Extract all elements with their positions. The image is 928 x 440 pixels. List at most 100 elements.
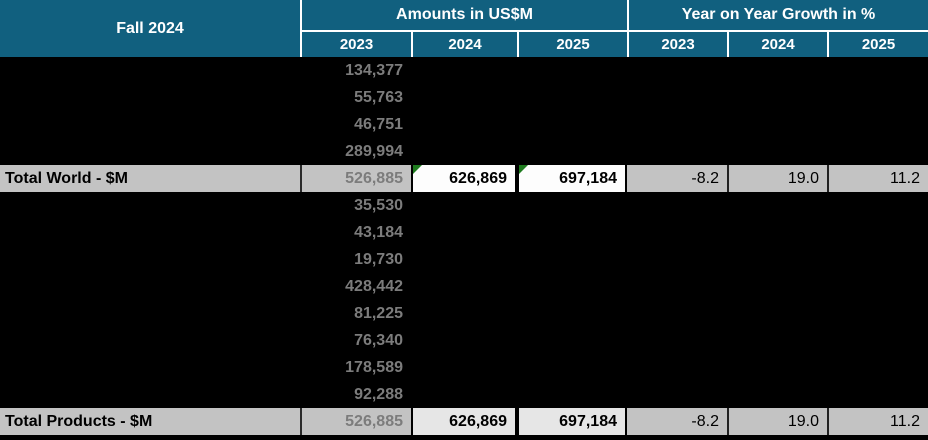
value-cell-a2024[interactable] — [411, 57, 517, 84]
row-label-cell[interactable]: Total Products - $M — [0, 408, 300, 435]
value-cell-a2024[interactable]: 626,869 — [411, 408, 517, 435]
value-cell-g2024[interactable] — [727, 300, 827, 327]
header-year-amounts-2025[interactable]: 2025 — [517, 30, 627, 57]
value-cell-a2025[interactable] — [517, 138, 627, 165]
value-cell-a2025[interactable] — [517, 57, 627, 84]
row-label-cell[interactable] — [0, 327, 300, 354]
header-year-growth-2023[interactable]: 2023 — [627, 30, 727, 57]
row-label-cell[interactable] — [0, 57, 300, 84]
value-cell-g2023[interactable] — [627, 138, 727, 165]
value-cell-a2025[interactable]: 697,184 — [517, 408, 627, 435]
value-cell-g2025[interactable] — [827, 327, 928, 354]
value-cell-g2024[interactable] — [727, 111, 827, 138]
value-cell-g2025[interactable] — [827, 354, 928, 381]
value-cell-g2025[interactable] — [827, 273, 928, 300]
value-cell-g2024[interactable] — [727, 273, 827, 300]
header-group-amounts[interactable]: Amounts in US$M — [300, 0, 627, 30]
value-cell-a2023[interactable]: 526,885 — [300, 165, 411, 192]
row-label-cell[interactable] — [0, 192, 300, 219]
value-cell-a2024[interactable] — [411, 246, 517, 273]
value-cell-g2023[interactable] — [627, 381, 727, 408]
value-cell-g2023[interactable] — [627, 84, 727, 111]
value-cell-a2025[interactable] — [517, 327, 627, 354]
value-cell-g2024[interactable] — [727, 354, 827, 381]
value-cell-g2023[interactable]: -8.2 — [627, 408, 727, 435]
header-corner-cell[interactable]: Fall 2024 — [0, 0, 300, 57]
row-label-cell[interactable] — [0, 219, 300, 246]
value-cell-g2023[interactable]: -8.2 — [627, 165, 727, 192]
value-cell-g2024[interactable] — [727, 192, 827, 219]
value-cell-g2023[interactable] — [627, 57, 727, 84]
value-cell-g2025[interactable] — [827, 219, 928, 246]
row-label-cell[interactable] — [0, 246, 300, 273]
value-cell-a2025[interactable] — [517, 84, 627, 111]
value-cell-g2023[interactable] — [627, 219, 727, 246]
value-cell-g2025[interactable] — [827, 381, 928, 408]
row-label-cell[interactable] — [0, 381, 300, 408]
value-cell-g2023[interactable] — [627, 111, 727, 138]
value-cell-g2025[interactable] — [827, 57, 928, 84]
value-cell-a2023[interactable]: 81,225 — [300, 300, 411, 327]
value-cell-a2024[interactable]: 626,869 — [411, 165, 517, 192]
row-label-cell[interactable] — [0, 300, 300, 327]
row-label-cell[interactable] — [0, 84, 300, 111]
header-year-amounts-2023[interactable]: 2023 — [300, 30, 411, 57]
value-cell-a2023[interactable]: 76,340 — [300, 327, 411, 354]
header-year-amounts-2024[interactable]: 2024 — [411, 30, 517, 57]
value-cell-a2025[interactable]: 697,184 — [517, 165, 627, 192]
value-cell-a2023[interactable]: 134,377 — [300, 57, 411, 84]
value-cell-g2025[interactable] — [827, 246, 928, 273]
value-cell-g2024[interactable]: 19.0 — [727, 165, 827, 192]
row-label-cell[interactable]: Total World - $M — [0, 165, 300, 192]
value-cell-a2023[interactable]: 92,288 — [300, 381, 411, 408]
value-cell-a2024[interactable] — [411, 381, 517, 408]
value-cell-g2025[interactable] — [827, 192, 928, 219]
value-cell-a2023[interactable]: 55,763 — [300, 84, 411, 111]
value-cell-g2024[interactable] — [727, 138, 827, 165]
value-cell-g2024[interactable]: 19.0 — [727, 408, 827, 435]
value-cell-a2024[interactable] — [411, 138, 517, 165]
value-cell-g2024[interactable] — [727, 57, 827, 84]
value-cell-a2023[interactable]: 289,994 — [300, 138, 411, 165]
value-cell-g2023[interactable] — [627, 192, 727, 219]
header-year-growth-2025[interactable]: 2025 — [827, 30, 928, 57]
value-cell-g2023[interactable] — [627, 327, 727, 354]
value-cell-a2024[interactable] — [411, 300, 517, 327]
value-cell-a2024[interactable] — [411, 192, 517, 219]
value-cell-g2023[interactable] — [627, 300, 727, 327]
value-cell-g2023[interactable] — [627, 354, 727, 381]
value-cell-a2025[interactable] — [517, 273, 627, 300]
row-label-cell[interactable] — [0, 273, 300, 300]
header-year-growth-2024[interactable]: 2024 — [727, 30, 827, 57]
value-cell-a2023[interactable]: 46,751 — [300, 111, 411, 138]
value-cell-a2024[interactable] — [411, 327, 517, 354]
value-cell-g2023[interactable] — [627, 273, 727, 300]
value-cell-g2025[interactable]: 11.2 — [827, 408, 928, 435]
header-group-growth[interactable]: Year on Year Growth in % — [627, 0, 928, 30]
value-cell-a2025[interactable] — [517, 111, 627, 138]
value-cell-a2025[interactable] — [517, 246, 627, 273]
value-cell-g2024[interactable] — [727, 327, 827, 354]
value-cell-a2023[interactable]: 178,589 — [300, 354, 411, 381]
value-cell-g2025[interactable]: 11.2 — [827, 165, 928, 192]
value-cell-g2024[interactable] — [727, 246, 827, 273]
value-cell-g2025[interactable] — [827, 84, 928, 111]
value-cell-a2024[interactable] — [411, 84, 517, 111]
value-cell-a2023[interactable]: 19,730 — [300, 246, 411, 273]
value-cell-a2024[interactable] — [411, 273, 517, 300]
value-cell-a2023[interactable]: 35,530 — [300, 192, 411, 219]
value-cell-g2025[interactable] — [827, 138, 928, 165]
value-cell-g2025[interactable] — [827, 111, 928, 138]
value-cell-a2025[interactable] — [517, 192, 627, 219]
value-cell-a2025[interactable] — [517, 300, 627, 327]
value-cell-a2023[interactable]: 428,442 — [300, 273, 411, 300]
row-label-cell[interactable] — [0, 354, 300, 381]
value-cell-a2024[interactable] — [411, 219, 517, 246]
value-cell-a2025[interactable] — [517, 354, 627, 381]
row-label-cell[interactable] — [0, 138, 300, 165]
value-cell-a2023[interactable]: 526,885 — [300, 408, 411, 435]
row-label-cell[interactable] — [0, 111, 300, 138]
value-cell-g2025[interactable] — [827, 300, 928, 327]
value-cell-g2024[interactable] — [727, 219, 827, 246]
value-cell-a2025[interactable] — [517, 219, 627, 246]
